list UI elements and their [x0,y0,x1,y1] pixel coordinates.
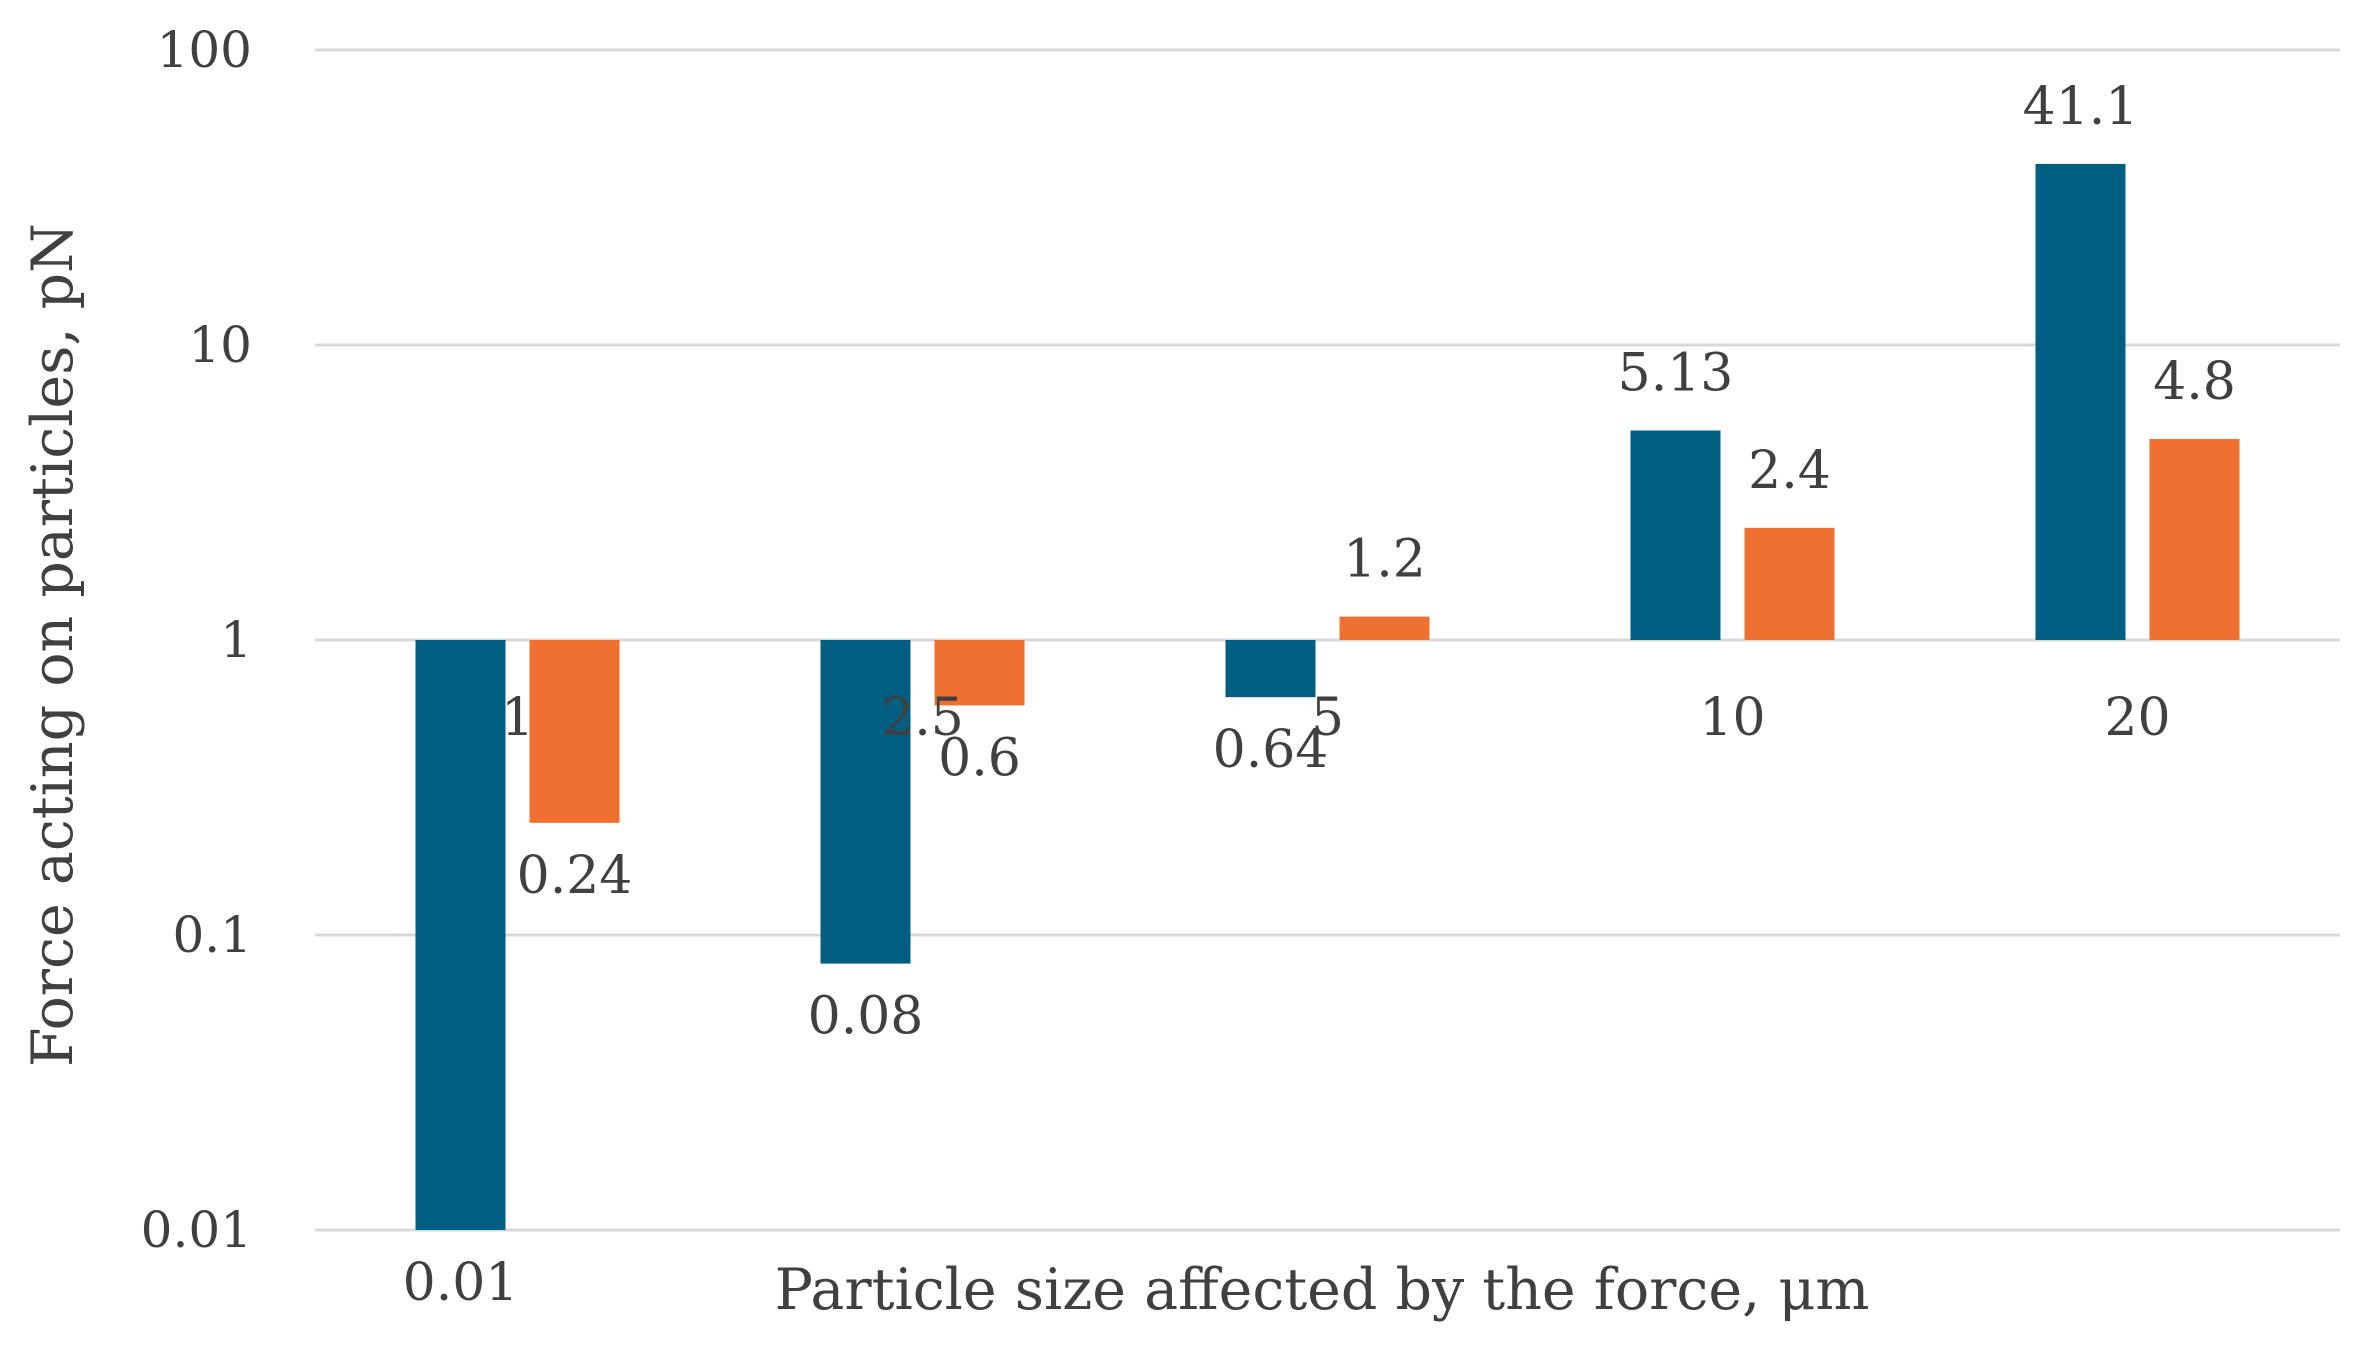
bar-series-1-2.5 [820,640,911,964]
data-label: 5.13 [1618,344,1734,404]
category-labels: 1 2.5 5 10 20 [501,688,2171,748]
data-label: 4.8 [2153,352,2236,412]
y-axis-title: Force acting on particles, pN [20,223,86,1067]
category-label: 10 [1699,688,1765,748]
y-axis-ticks: 100 10 1 0.1 0.01 [141,21,252,1259]
bar-series-2-2.5 [934,640,1025,706]
data-labels: 0.01 0.24 0.08 0.6 0.64 1.2 5.132.4 41.1 4.8 [403,77,2236,1313]
category-label: 1 [501,688,534,748]
data-label: 0.24 [517,846,633,906]
x-axis-title: Particle size affected by the force, μm [775,1257,1870,1323]
bar-series-2-10 [1744,527,1835,640]
data-label: 0.6 [938,728,1021,788]
bar-series-2-5 [1339,616,1430,640]
bar-series-1-1 [415,640,506,1230]
data-label: 0.01 [403,1253,519,1313]
data-label: 0.64 [1213,720,1329,780]
category-label: 20 [2104,688,2170,748]
bar-series-1-5 [1225,640,1316,698]
data-label: 41.1 [2023,77,2139,137]
bar-series-1-20 [2035,163,2126,640]
category-label: 2.5 [881,688,964,748]
bars [415,163,2240,1230]
bar-series-2-1 [529,640,620,823]
category-label: 5 [1311,688,1344,748]
data-label: 2.4 [1748,441,1831,501]
y-tick-label: 10 [188,316,252,374]
y-tick-label: 0.01 [141,1201,252,1259]
y-tick-label: 100 [157,21,252,79]
y-tick-label: 0.1 [172,906,252,964]
data-label: 1.2 [1343,530,1426,590]
y-tick-label: 1 [220,611,252,669]
gridlines [315,48,2340,1232]
data-label: 0.08 [808,987,924,1047]
bar-series-1-10 [1630,430,1721,640]
bar-series-2-20 [2149,439,2240,640]
